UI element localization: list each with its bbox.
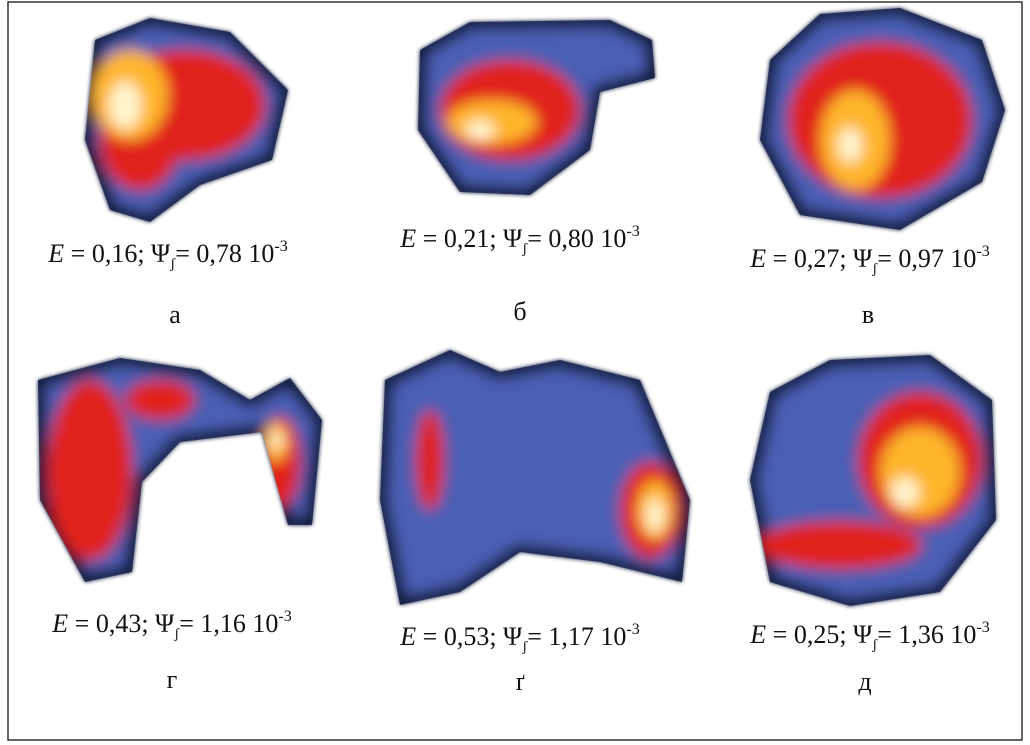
caption-text: = 0,21; Ψ [416,224,523,253]
panel-letter: а [169,300,181,329]
caption-superscript: -3 [976,243,989,260]
panel-letter: ґ [515,667,524,696]
caption-text: = 0,25; Ψ [766,620,873,649]
scan-peak [465,120,495,140]
caption-text: = 1,36 10 [877,620,976,649]
scan-image [38,358,322,582]
scan-core [38,358,322,582]
panel-letter: в [862,300,874,329]
scan-body [760,8,1005,230]
caption: E = 0,25; Ψʃ= 1,36 10-3 [749,619,989,653]
caption-symbol: E [749,244,766,273]
caption-subscript: ʃ [173,626,180,642]
scan-body [418,20,655,195]
scan-body [380,350,690,605]
panel-letter: б [513,297,526,326]
caption: E = 0,21; Ψʃ= 0,80 10-3 [399,223,639,257]
scan-hot [416,410,444,510]
caption-symbol: E [399,622,416,651]
caption-subscript: ʃ [169,256,176,272]
scan-warm [447,100,537,144]
caption-text: = 0,43; Ψ [68,609,175,638]
caption-symbol: E [51,609,68,638]
caption: E = 0,27; Ψʃ= 0,97 10-3 [749,243,989,277]
caption-superscript: -3 [278,608,291,625]
caption-text: = 1,16 10 [179,609,278,638]
caption-subscript: ʃ [871,637,878,653]
caption-superscript: -3 [626,621,639,638]
caption: E = 0,16; Ψʃ= 0,78 10-3 [47,238,287,272]
scan-core [380,350,690,605]
scan-image [380,350,690,605]
scan-peak [838,127,862,163]
scan-warm [880,427,960,517]
frame [7,1,1023,741]
scan-body [750,355,996,606]
caption-text: = 1,17 10 [527,622,626,651]
caption-symbol: E [47,239,64,268]
caption-text: = 0,53; Ψ [416,622,523,651]
scan-hot [758,521,922,569]
scan-image [760,8,1005,230]
scan-hot [48,380,132,560]
caption-symbol: E [399,224,416,253]
scan-core [750,355,996,606]
scan-blue [380,350,690,605]
scan-image [750,355,996,606]
scan-peak [891,477,919,507]
caption-text: = 0,97 10 [877,244,976,273]
scan-core [418,20,655,195]
scan-hot [125,380,195,420]
caption-superscript: -3 [274,238,287,255]
caption-superscript: -3 [626,223,639,240]
caption-text: = 0,80 10 [527,224,626,253]
scan-core [85,18,288,222]
caption-text: = 0,16; Ψ [64,239,171,268]
scan-body [85,18,288,222]
scan-image [418,20,655,195]
caption-symbol: E [749,620,766,649]
caption-superscript: -3 [976,619,989,636]
scan-image [85,18,288,222]
caption-text: = 0,27; Ψ [766,244,873,273]
scan-core [760,8,1005,230]
panel-letter: д [858,667,871,696]
caption-subscript: ʃ [871,261,878,277]
scan-body [38,358,322,582]
caption: E = 0,53; Ψʃ= 1,17 10-3 [399,621,639,655]
scan-peak [270,430,282,450]
panel-letter: г [167,665,178,694]
scan-peak [109,81,141,129]
caption-text: = 0,78 10 [175,239,274,268]
caption-subscript: ʃ [521,241,528,257]
caption-subscript: ʃ [521,639,528,655]
caption: E = 0,43; Ψʃ= 1,16 10-3 [51,608,291,642]
scan-peak [646,498,664,532]
